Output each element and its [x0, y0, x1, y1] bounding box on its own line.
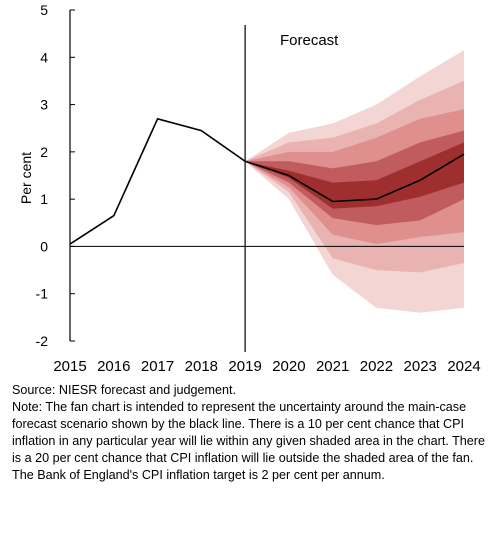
y-tick-label: 5	[40, 2, 48, 18]
y-ticks: 5 4 3 2 1 0 -1 -2	[36, 2, 75, 349]
fan-band-5	[245, 142, 464, 209]
y-tick-label: -1	[36, 286, 49, 302]
y-tick-label: 4	[40, 49, 48, 65]
chart-notes: Source: NIESR forecast and judgement. No…	[12, 382, 494, 484]
x-tick-label: 2015	[53, 358, 86, 375]
x-tick-label: 2023	[404, 358, 437, 375]
y-tick-label: -2	[36, 333, 49, 349]
x-tick-label: 2018	[185, 358, 218, 375]
x-tick-label: 2016	[97, 358, 130, 375]
x-tick-label: 2022	[360, 358, 393, 375]
x-tick-labels: 2015 2016 2017 2018 2019 2020 2021 2022 2023 2024	[53, 358, 480, 375]
x-tick-label: 2021	[316, 358, 349, 375]
y-tick-label: 3	[40, 97, 48, 113]
y-tick-label: 1	[40, 191, 48, 207]
fan-band-4	[245, 130, 464, 226]
fan-bands	[245, 50, 464, 313]
x-tick-label: 2024	[447, 358, 480, 375]
y-tick-label: 0	[40, 238, 48, 254]
x-tick-label: 2020	[272, 358, 305, 375]
y-axis-label: Per cent	[18, 152, 34, 204]
x-tick-label: 2017	[141, 358, 174, 375]
central-forecast-line	[69, 117, 465, 245]
x-tick-label: 2019	[228, 358, 261, 375]
y-tick-label: 2	[40, 144, 48, 160]
forecast-annotation: Forecast	[280, 32, 339, 49]
source-note: Source: NIESR forecast and judgement.	[12, 383, 237, 397]
methodology-note: Note: The fan chart is intended to repre…	[12, 400, 485, 482]
